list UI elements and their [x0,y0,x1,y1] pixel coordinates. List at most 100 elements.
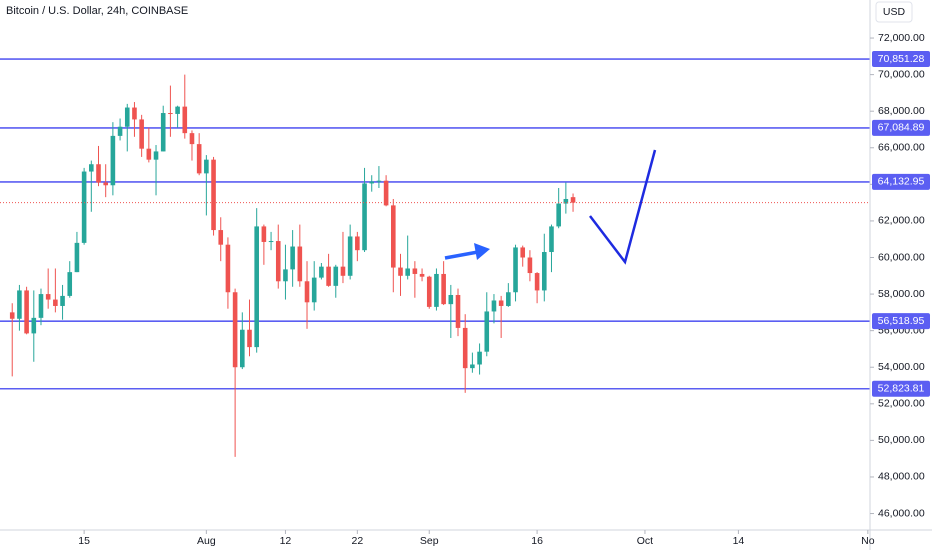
x-tick-label: 14 [733,535,745,547]
candle-body [45,294,51,300]
candle-body [534,273,540,291]
y-tick-label: 52,000.00 [878,398,925,410]
candle-body [462,327,468,369]
candle-body [182,106,188,134]
candle-body [275,241,281,282]
candle-body [24,290,29,334]
y-tick-label: 48,000.00 [878,471,925,483]
level-label: 67,084.89 [878,122,925,134]
candle-body [434,273,439,307]
level-label-box [872,380,930,397]
y-tick-label: 66,000.00 [878,142,925,154]
level-label-box [872,119,930,136]
arrow-head [474,243,490,260]
candle-body [117,126,123,136]
candle-body [527,257,533,274]
candle-body [455,294,461,328]
candle-body [290,246,295,270]
candle-body [211,159,216,231]
level-label-box [872,173,930,190]
x-tick-label: 16 [531,535,543,547]
currency-button[interactable] [875,1,913,23]
arrow [444,243,490,260]
x-tick-label: 22 [352,535,364,547]
candle-body [103,182,108,186]
candle-body [491,300,497,312]
y-tick-label: 50,000.00 [878,434,925,446]
candle-body [139,119,144,149]
candle-body [268,241,274,243]
candle-body [369,181,375,184]
candle-body [477,351,482,365]
candle-body [146,148,152,160]
arrow-shaft [444,250,479,260]
candle-body [498,300,504,306]
level-label-box [872,51,930,68]
candle-body [470,364,475,369]
candle-body [355,236,360,251]
candle-body [189,133,195,145]
candle-body [311,277,317,303]
candle-body [96,164,101,183]
x-tick-label: No [861,535,875,547]
y-tick-label: 58,000.00 [878,288,925,300]
candle-body [326,266,331,286]
candle-body [110,135,116,186]
candle-body [31,317,37,334]
candle-body [383,180,389,206]
currency[interactable]: USD [883,6,906,18]
candle-body [556,203,561,227]
candle-body [441,273,446,305]
candle-body [319,266,324,278]
candle-body [232,292,238,368]
candle-body [405,268,410,276]
candle-body [448,294,454,305]
candle-body [247,329,252,348]
candle-body [283,269,288,282]
candle-body [541,252,547,291]
candle-body [53,299,58,306]
candle-body [168,113,173,115]
x-tick-label: Sep [420,535,439,547]
candle-body [160,113,166,152]
candle-body [340,266,346,276]
candle-body [570,197,576,203]
projection-line [589,149,657,265]
candle-body [390,205,396,268]
candle-body [204,159,209,174]
candle-body [563,198,569,204]
candle-body [362,183,367,251]
candle-body [347,236,353,276]
candle-body [60,295,65,306]
candle-body [254,226,259,348]
chart-title: Bitcoin / U.S. Dollar, 24h, COINBASE [6,5,188,17]
candle-body [38,294,44,318]
x-tick-label: 15 [78,535,90,547]
candle-body [218,230,224,245]
candle-body [333,266,339,286]
candle-body [196,144,202,174]
x-tick-label: Oct [637,535,653,547]
candle-body [124,107,130,127]
y-tick-label: 72,000.00 [878,32,925,44]
level-label: 56,518.95 [878,315,925,327]
candle-body [175,106,180,114]
x-tick-label: 12 [280,535,292,547]
x-tick-label: Aug [197,535,216,547]
candle-body [426,276,432,307]
y-tick-label: 70,000.00 [878,68,925,80]
candle-body [153,151,159,160]
candle-body [240,329,245,368]
candle-body [9,312,15,319]
y-tick-label: 54,000.00 [878,361,925,373]
candle-body [74,242,80,273]
y-tick-label: 68,000.00 [878,105,925,117]
level-label-box [872,313,930,330]
candle-body [261,226,267,242]
y-tick-label: 60,000.00 [878,251,925,263]
candle-body [484,311,490,352]
candle-body [520,247,526,258]
level-label: 70,851.28 [878,53,925,65]
